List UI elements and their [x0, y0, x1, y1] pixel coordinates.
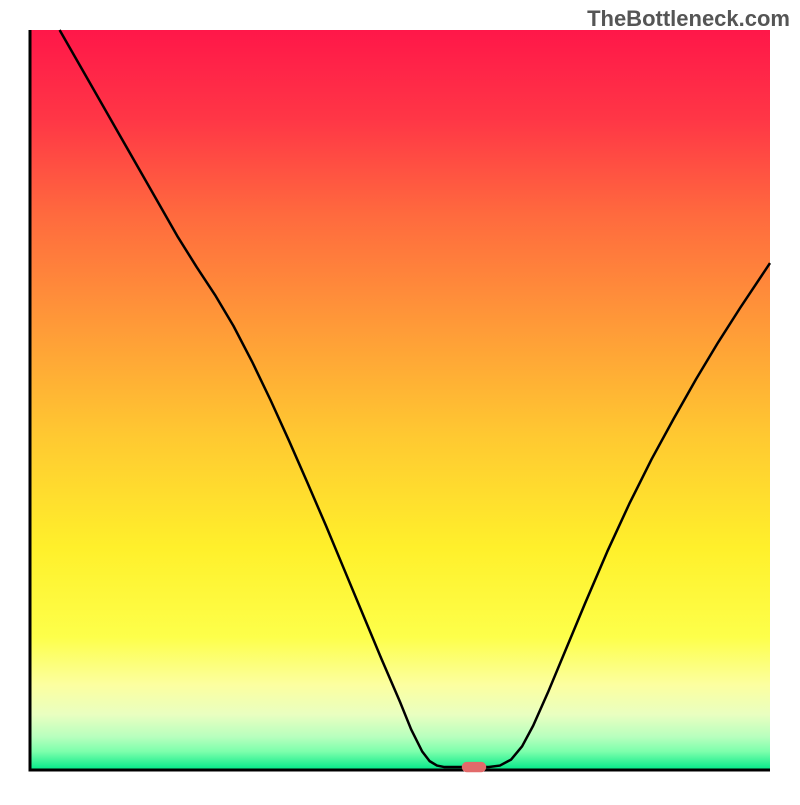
bottleneck-chart: TheBottleneck.com	[0, 0, 800, 800]
plot-background	[30, 30, 770, 770]
watermark-text: TheBottleneck.com	[587, 6, 790, 32]
optimal-marker	[462, 762, 486, 772]
chart-svg	[0, 0, 800, 800]
